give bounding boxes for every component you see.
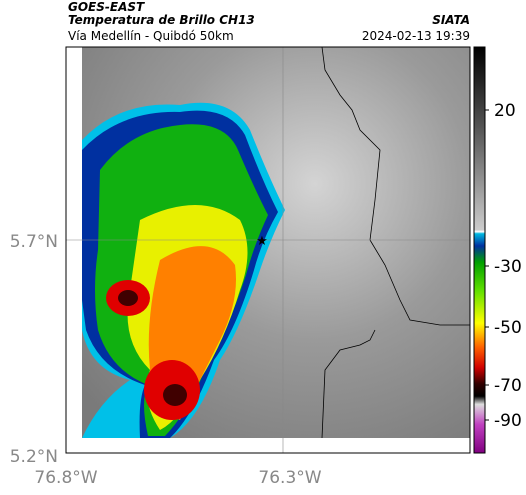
location-star: ★ [256,234,268,249]
colorbar-ticks: 20 -30 -50 -70 -90 [485,101,522,431]
title: Temperatura de Brillo CH13 [68,13,255,27]
lat-label: 5.7°N [10,232,58,252]
source: GOES-EAST [68,0,145,14]
colorbar-tick-label: 20 [494,101,516,121]
colorbar-tick-label: -90 [494,411,522,431]
lon-label: 76.3°W [258,468,321,488]
lon-label: 76.8°W [34,468,97,488]
colorbar [473,46,486,454]
cloud-core [118,290,138,306]
subtitle: Vía Medellín - Quibdó 50km [68,29,234,43]
frame [65,46,471,454]
colorbar-tick-label: -50 [494,318,522,338]
border [321,46,470,439]
cloud-core [163,384,187,406]
datetime: 2024-02-13 19:39 [362,29,470,43]
map: ★ [65,46,471,454]
colorbar-tick-label: -30 [494,257,522,277]
lat-label: 5.2°N [10,447,58,467]
colorbar-tick-label: -70 [494,376,522,396]
agency: SIATA [432,13,470,27]
